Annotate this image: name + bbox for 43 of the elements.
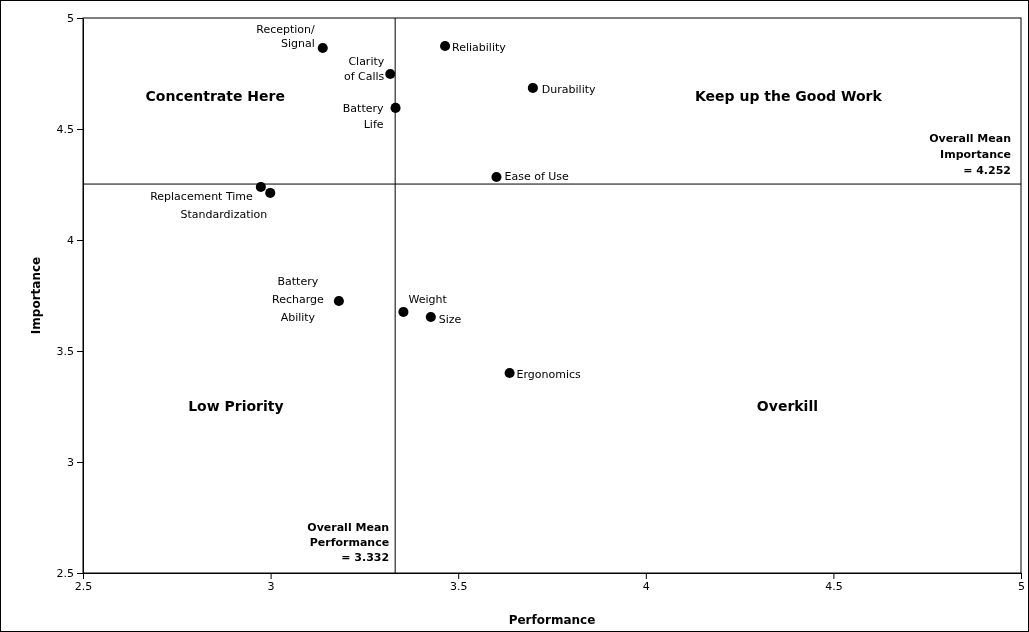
annotation: Low Priority xyxy=(188,397,284,414)
point xyxy=(333,296,344,307)
point xyxy=(265,187,276,198)
x-tick-label: 3 xyxy=(267,579,275,593)
annotation: Standardization xyxy=(180,207,268,221)
annotation: Concentrate Here xyxy=(145,87,285,104)
annotation: Keep up the Good Work xyxy=(694,87,883,104)
ref-line-label: Overall Mean Performance = 3.332 xyxy=(307,521,390,564)
point xyxy=(504,367,515,379)
x-tick-label: 4.5 xyxy=(825,579,843,593)
y-axis-title: Importance xyxy=(29,256,43,335)
point xyxy=(317,42,328,54)
y-tick-label: 3.5 xyxy=(56,345,74,359)
point xyxy=(385,68,396,79)
point xyxy=(255,181,266,192)
x-axis-title: Performance xyxy=(508,613,596,627)
annotation: Battery Recharge Ability xyxy=(272,275,324,325)
annotation: Ergonomics xyxy=(516,367,582,381)
ref-line-label: Overall Mean Importance = 4.252 xyxy=(929,132,1011,178)
point xyxy=(425,312,436,323)
annotation: Clarity of Calls xyxy=(343,54,385,83)
point xyxy=(398,306,409,317)
annotation: Replacement Time xyxy=(150,189,254,203)
annotation: Weight xyxy=(408,292,448,306)
point xyxy=(440,40,451,52)
point xyxy=(390,102,401,113)
annotation: Durability xyxy=(541,82,597,96)
y-tick-label: 3 xyxy=(67,456,74,470)
annotation: Reliability xyxy=(452,40,507,54)
annotation: Reception/ Signal xyxy=(256,22,316,50)
y-tick-label: 4.5 xyxy=(56,123,74,137)
x-tick-label: 5 xyxy=(1018,579,1025,593)
y-tick-label: 4 xyxy=(67,234,74,248)
x-tick-label: 3.5 xyxy=(449,579,468,593)
annotation: Battery Life xyxy=(342,101,385,131)
point xyxy=(491,171,502,182)
annotation: Overkill xyxy=(756,397,819,414)
point xyxy=(527,82,538,93)
annotation: Ease of Use xyxy=(504,169,570,183)
x-tick-label: 4 xyxy=(642,579,650,593)
y-tick-label: 2.5 xyxy=(56,567,74,581)
y-tick-label: 5 xyxy=(67,12,74,26)
annotation: Size xyxy=(438,313,462,327)
